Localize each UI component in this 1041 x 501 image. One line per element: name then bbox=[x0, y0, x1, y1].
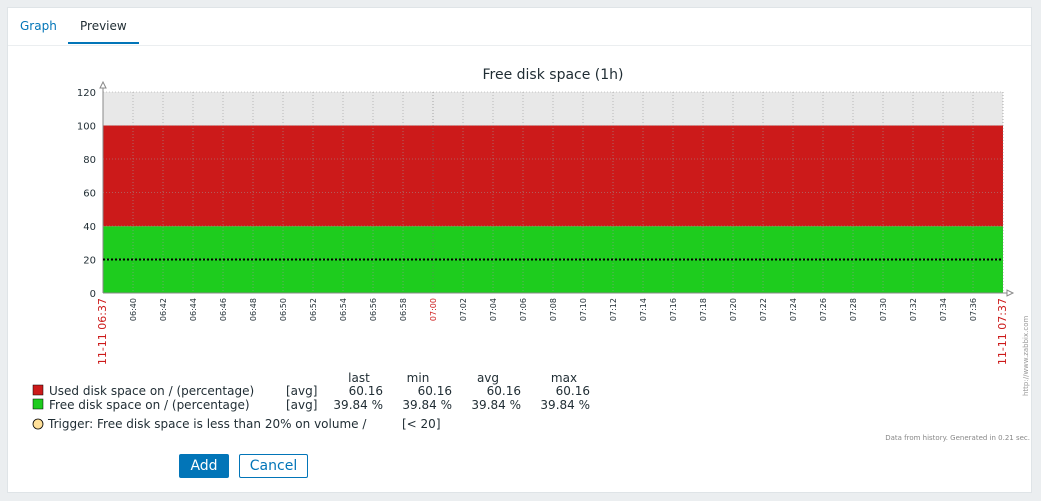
graph-chart: Free disk space (1h) 0 20 40 60 80 100 120 11-11… bbox=[32, 67, 1030, 442]
x-tick-label: 06:40 bbox=[129, 298, 138, 321]
footer-note: Data from history. Generated in 0.21 sec… bbox=[885, 434, 1030, 442]
trigger-label: Trigger: Free disk space is less than 20… bbox=[47, 417, 367, 431]
legend-value-max: 60.16 bbox=[556, 384, 590, 398]
x-tick-label: 07:18 bbox=[699, 298, 708, 321]
x-tick-label: 07:16 bbox=[669, 298, 678, 321]
x-tick-label: 07:14 bbox=[639, 298, 648, 321]
legend-header-avg: avg bbox=[477, 371, 499, 385]
x-tick-label: 07:12 bbox=[609, 298, 618, 321]
x-tick-label: 07:10 bbox=[579, 298, 588, 321]
y-tick-label: 120 bbox=[77, 88, 96, 99]
legend-value-last: 60.16 bbox=[349, 384, 383, 398]
legend-value-last: 39.84 % bbox=[333, 398, 383, 412]
tab-graph[interactable]: Graph bbox=[20, 19, 57, 33]
legend-row-name: Used disk space on / (percentage) bbox=[49, 384, 254, 398]
x-tick-label: 07:08 bbox=[549, 298, 558, 321]
x-tick-label: 07:24 bbox=[789, 298, 798, 321]
x-tick-label: 06:44 bbox=[189, 298, 198, 321]
y-tick-label: 20 bbox=[83, 256, 96, 267]
legend-swatch-1 bbox=[32, 398, 44, 410]
legend-row-name: Free disk space on / (percentage) bbox=[49, 398, 250, 412]
legend-value-max: 39.84 % bbox=[540, 398, 590, 412]
x-tick-label: 06:50 bbox=[279, 298, 288, 321]
x-tick-label: 07:02 bbox=[459, 298, 468, 321]
x-tick-label: 06:54 bbox=[339, 298, 348, 321]
x-tick-label: 06:42 bbox=[159, 298, 168, 321]
x-tick-label: 11-11 06:37 bbox=[96, 298, 109, 365]
add-button[interactable]: Add bbox=[179, 454, 229, 478]
x-axis-arrow bbox=[1006, 289, 1015, 297]
legend-value-avg: 39.84 % bbox=[471, 398, 521, 412]
x-tick-label: 07:32 bbox=[909, 298, 918, 321]
trigger-marker bbox=[32, 418, 44, 430]
x-tick-label: 07:34 bbox=[939, 298, 948, 321]
y-tick-label: 0 bbox=[90, 289, 96, 300]
tab-preview[interactable]: Preview bbox=[68, 8, 139, 44]
legend-value-avg: 60.16 bbox=[487, 384, 521, 398]
x-tick-label: 06:52 bbox=[309, 298, 318, 321]
y-tick-label: 80 bbox=[83, 155, 96, 166]
x-tick-label: 07:00 bbox=[429, 298, 438, 321]
legend-row-func: [avg] bbox=[286, 384, 317, 398]
tab-bar: Graph Preview bbox=[8, 8, 1031, 46]
trigger-condition: [< 20] bbox=[402, 417, 441, 431]
chart-title: Free disk space (1h) bbox=[482, 67, 623, 83]
x-tick-label: 07:36 bbox=[969, 298, 978, 321]
y-tick-label: 60 bbox=[83, 189, 96, 200]
x-tick-label: 06:56 bbox=[369, 298, 378, 321]
x-tick-label: 06:48 bbox=[249, 298, 258, 321]
x-tick-label: 06:46 bbox=[219, 298, 228, 321]
y-tick-label: 40 bbox=[83, 222, 96, 233]
cancel-button[interactable]: Cancel bbox=[239, 454, 308, 478]
legend-value-min: 60.16 bbox=[418, 384, 452, 398]
legend-row-func: [avg] bbox=[286, 398, 317, 412]
x-tick-label: 07:22 bbox=[759, 298, 768, 321]
x-tick-label: 06:58 bbox=[399, 298, 408, 321]
y-tick-label: 100 bbox=[77, 122, 96, 133]
graph-panel: Graph Preview Free disk space (1h) 0 20 40 6… bbox=[7, 7, 1032, 493]
legend-swatch-0 bbox=[32, 384, 44, 396]
legend-header-max: max bbox=[551, 371, 577, 385]
x-tick-label: 11-11 07:37 bbox=[996, 298, 1009, 365]
x-tick-label: 07:20 bbox=[729, 298, 738, 321]
x-tick-label: 07:06 bbox=[519, 298, 528, 321]
watermark: http://www.zabbix.com bbox=[1022, 316, 1030, 396]
y-axis-arrow bbox=[99, 80, 107, 89]
x-tick-label: 07:26 bbox=[819, 298, 828, 321]
legend-header-min: min bbox=[407, 371, 430, 385]
x-tick-label: 07:28 bbox=[849, 298, 858, 321]
legend-value-min: 39.84 % bbox=[402, 398, 452, 412]
x-tick-label: 07:30 bbox=[879, 298, 888, 321]
legend-header-last: last bbox=[348, 371, 370, 385]
x-tick-label: 07:04 bbox=[489, 298, 498, 321]
